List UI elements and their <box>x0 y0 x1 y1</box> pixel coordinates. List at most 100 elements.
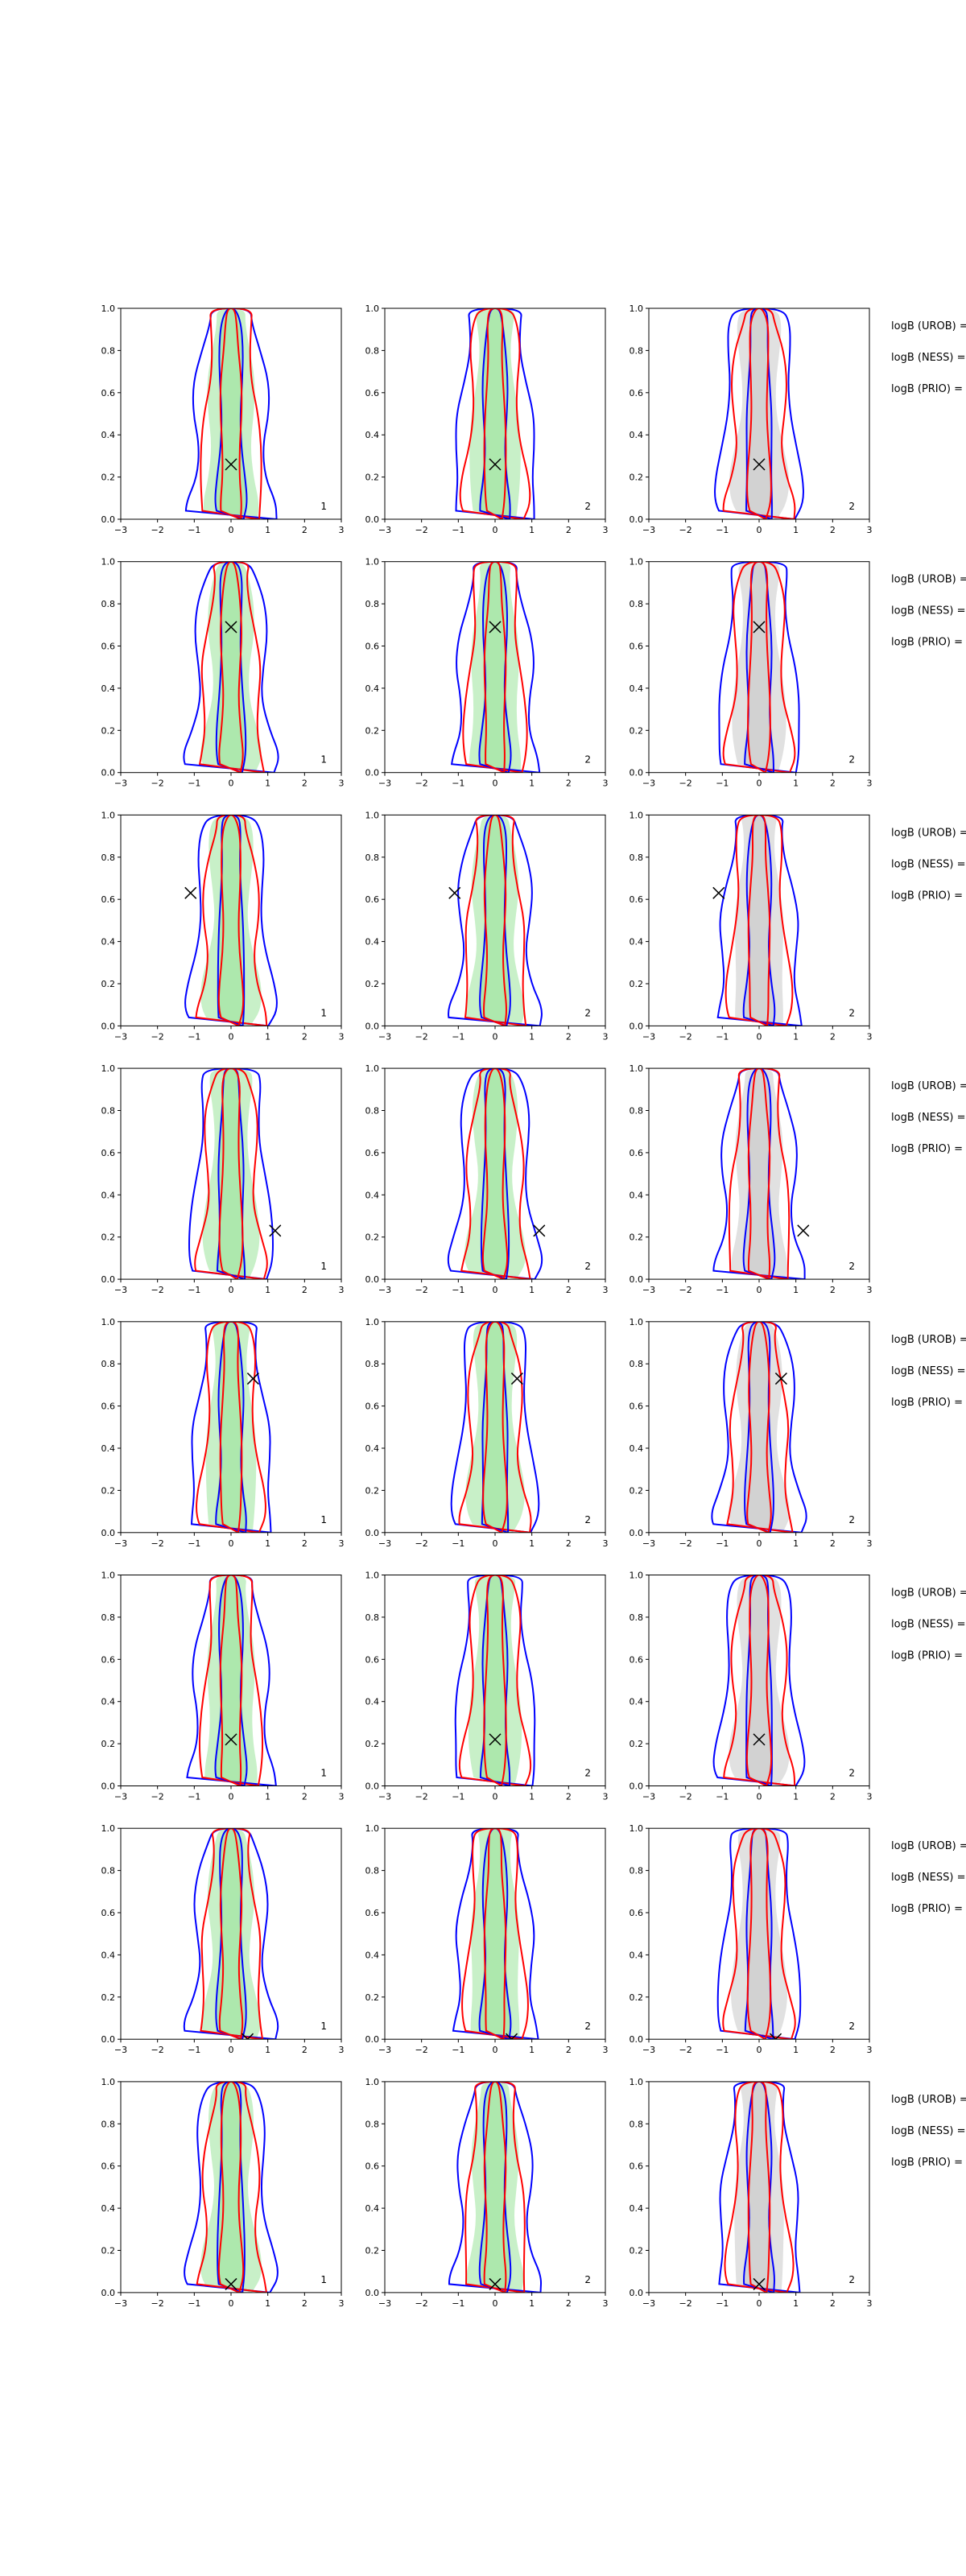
y-tick-label: 0.4 <box>101 1950 116 1960</box>
x-tick-label: −3 <box>642 1031 655 1042</box>
red-outer-contour <box>195 815 268 1026</box>
x-tick-label: −3 <box>114 778 127 789</box>
x-tick-label: 3 <box>339 2045 345 2055</box>
y-tick-label: 0.0 <box>630 2034 644 2045</box>
true-value-marker <box>753 2277 766 2290</box>
panel-r8-c1: −3 −2 −1 0 1 2 3 0.0 0.2 0.4 0.6 0.8 1.0 1 <box>101 2077 345 2309</box>
blue-outer-contour <box>718 561 800 773</box>
x-tick-label: 0 <box>757 778 762 789</box>
y-tick-label: 0.6 <box>630 388 644 398</box>
y-tick-label: 0.0 <box>365 1781 380 1792</box>
x-tick-label: 2 <box>566 1538 572 1549</box>
true-value-marker <box>184 886 197 899</box>
x-tick-label: 2 <box>830 2045 836 2055</box>
y-tick-label: 1.0 <box>101 1317 116 1327</box>
y-tick-label: 0.8 <box>101 345 116 356</box>
red-outer-contour <box>194 1068 268 1280</box>
logb-annotation: logB (PRIO) = <box>891 1143 963 1155</box>
y-tick-label: 0.6 <box>365 894 380 905</box>
y-tick-label: 0.4 <box>630 1950 644 1960</box>
x-tick-label: −1 <box>716 1031 729 1042</box>
y-tick-label: 0.2 <box>630 1739 644 1749</box>
y-tick-label: 1.0 <box>101 1823 116 1834</box>
true-value-marker <box>225 1733 237 1746</box>
logb-annotation: logB (PRIO) = <box>891 1397 963 1409</box>
x-tick-label: 2 <box>830 1031 836 1042</box>
true-value-marker <box>506 2033 518 2040</box>
logb-annotation: logB (UROB) = <box>891 1587 966 1600</box>
x-tick-label: −3 <box>378 1538 391 1549</box>
y-tick-label: 0.2 <box>365 1485 380 1496</box>
blue-inner-contour <box>744 1321 774 1533</box>
x-tick-label: 3 <box>867 1792 873 1802</box>
x-tick-label: −2 <box>151 1792 164 1802</box>
y-tick-label: 0.0 <box>101 2034 116 2045</box>
y-tick-label: 0.2 <box>101 1992 116 2003</box>
red-inner-contour <box>483 2081 507 2293</box>
panel-r6-c1: −3 −2 −1 0 1 2 3 0.0 0.2 0.4 0.6 0.8 1.0 1 <box>101 1571 345 1802</box>
panel-r7-c2: −3 −2 −1 0 1 2 3 0.0 0.2 0.4 0.6 0.8 1.0 2 <box>365 1823 609 2055</box>
y-tick-label: 0.6 <box>101 894 116 905</box>
y-tick-label: 0.2 <box>365 1232 380 1243</box>
y-tick-label: 0.6 <box>365 1908 380 1918</box>
x-tick-label: −1 <box>188 2045 200 2055</box>
true-value-marker <box>510 1373 523 1385</box>
logb-annotation: logB (PRIO) = <box>891 890 963 902</box>
x-tick-label: 0 <box>757 2045 762 2055</box>
x-tick-label: 0 <box>757 1538 762 1549</box>
logb-annotation: logB (UROB) = <box>891 1334 966 1346</box>
blue-outer-contour <box>455 308 535 519</box>
red-outer-contour <box>724 815 794 1026</box>
panel-corner-label: 2 <box>584 1514 591 1525</box>
panel-r1-c3: −3 −2 −1 0 1 2 3 0.0 0.2 0.4 0.6 0.8 1.0 2 <box>630 303 873 535</box>
x-tick-label: −3 <box>114 2045 127 2055</box>
red-outer-contour <box>458 1321 532 1533</box>
red-inner-contour <box>747 561 771 773</box>
panel-r2-c1: −3 −2 −1 0 1 2 3 0.0 0.2 0.4 0.6 0.8 1.0 1 <box>101 557 345 789</box>
y-tick-label: 0.0 <box>630 514 644 525</box>
logb-annotation: logB (NESS) = <box>891 858 965 870</box>
red-inner-contour <box>219 308 243 519</box>
y-tick-label: 0.2 <box>365 979 380 989</box>
y-tick-label: 1.0 <box>365 1571 380 1581</box>
red-outer-contour <box>458 1575 532 1786</box>
blue-outer-contour <box>184 815 278 1026</box>
panel-r4-c1: −3 −2 −1 0 1 2 3 0.0 0.2 0.4 0.6 0.8 1.0 1 <box>101 1063 345 1295</box>
x-tick-label: −1 <box>452 778 464 789</box>
x-tick-label: 1 <box>793 778 799 789</box>
y-tick-label: 0.4 <box>101 1190 116 1200</box>
blue-outer-contour <box>714 308 804 519</box>
density-fill-inner <box>745 1321 773 1533</box>
y-tick-label: 0.4 <box>630 683 644 694</box>
y-tick-label: 1.0 <box>365 1823 380 1834</box>
x-tick-label: −2 <box>151 1031 164 1042</box>
x-tick-label: 3 <box>339 1538 345 1549</box>
density-fill-inner <box>217 815 245 1026</box>
red-inner-contour <box>483 561 507 773</box>
y-tick-label: 0.4 <box>101 1443 116 1454</box>
y-tick-label: 0.2 <box>630 1485 644 1496</box>
y-tick-label: 0.4 <box>101 2203 116 2214</box>
y-tick-label: 0.2 <box>101 725 116 736</box>
x-tick-label: 2 <box>302 525 308 535</box>
panel-corner-label: 2 <box>848 2274 855 2285</box>
panel-corner-label: 1 <box>320 1768 327 1779</box>
x-tick-label: 1 <box>529 778 535 789</box>
red-inner-contour <box>483 815 507 1026</box>
x-tick-label: 3 <box>867 778 873 789</box>
x-tick-label: −3 <box>642 1792 655 1802</box>
y-tick-label: 0.6 <box>630 642 644 652</box>
y-tick-label: 0.0 <box>630 1528 644 1538</box>
panel-r7-c3: −3 −2 −1 0 1 2 3 0.0 0.2 0.4 0.6 0.8 1.0 2 <box>630 1823 873 2055</box>
x-tick-label: 2 <box>566 1285 572 1295</box>
blue-outer-contour <box>718 2081 801 2293</box>
red-inner-contour <box>747 815 771 1026</box>
true-value-marker <box>753 621 766 634</box>
blue-outer-contour <box>712 1575 806 1786</box>
y-tick-label: 0.8 <box>630 1106 644 1117</box>
x-tick-label: 3 <box>339 2298 345 2309</box>
red-inner-contour <box>217 815 245 1026</box>
y-tick-label: 0.6 <box>101 1148 116 1158</box>
x-tick-label: 3 <box>603 525 609 535</box>
y-tick-label: 0.6 <box>365 642 380 652</box>
